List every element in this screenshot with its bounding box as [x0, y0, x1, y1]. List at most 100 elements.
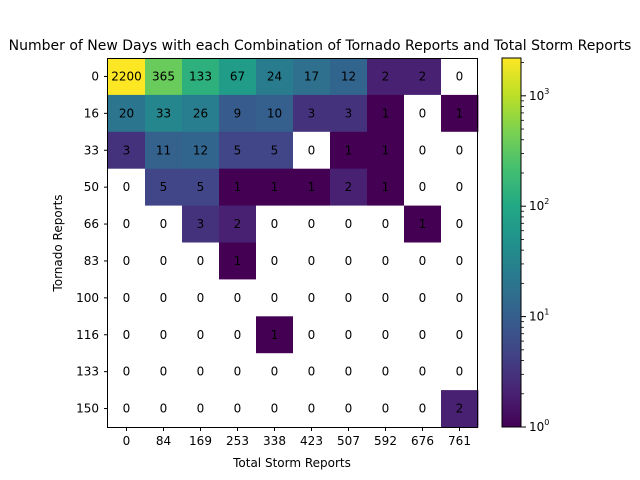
heatmap-cell: [330, 58, 368, 96]
heatmap-cell: [108, 205, 146, 243]
heatmap-cell: [108, 279, 146, 317]
cell-value-label: 5: [271, 143, 279, 157]
cell-value-label: 5: [234, 143, 242, 157]
cell-value-label: 0: [419, 328, 427, 342]
heatmap-cell: [145, 353, 183, 391]
cell-value-label: 2: [419, 69, 427, 83]
cell-value-label: 2200: [111, 69, 142, 83]
cell-value-label: 3: [308, 106, 316, 120]
heatmap-cell: [219, 94, 257, 133]
heatmap-cell: [293, 242, 331, 280]
heatmap-cell: [293, 353, 331, 391]
cell-value-label: 0: [345, 254, 353, 268]
cell-value-label: 0: [419, 143, 427, 157]
cell-value-label: 0: [308, 217, 316, 231]
heatmap-cell: [367, 94, 405, 133]
heatmap-cell: [367, 131, 405, 170]
cell-value-label: 1: [271, 328, 279, 342]
colorbar-tick-label: 100: [529, 418, 549, 434]
heatmap-cell: [145, 94, 183, 133]
cell-value-label: 0: [382, 328, 390, 342]
cell-value-label: 0: [419, 365, 427, 379]
cell-value-label: 1: [382, 180, 390, 194]
heatmap-cell: [330, 390, 368, 428]
cell-value-label: 0: [419, 402, 427, 416]
cell-value-label: 133: [189, 69, 212, 83]
heatmap-cell: [182, 353, 220, 391]
cell-value-label: 11: [156, 143, 171, 157]
y-axis-ticks: 0 16 33 50 66 83 100 116 133 150: [76, 69, 108, 416]
cell-value-label: 10: [267, 106, 282, 120]
cell-value-label: 0: [456, 365, 464, 379]
heatmap-cell: [404, 242, 442, 280]
cell-value-label: 0: [271, 402, 279, 416]
cell-value-label: 20: [119, 106, 134, 120]
heatmap-cell: [145, 316, 183, 354]
heatmap-cell: [404, 58, 442, 96]
cell-value-label: 0: [382, 217, 390, 231]
heatmap-cell: [367, 58, 405, 96]
x-tick-label: 676: [411, 434, 434, 448]
x-tick-label: 253: [226, 434, 249, 448]
cell-value-label: 0: [345, 402, 353, 416]
cell-value-label: 0: [308, 254, 316, 268]
heatmap-cell: [404, 316, 442, 354]
heatmap-cell: [108, 94, 146, 133]
cell-value-label: 12: [193, 143, 208, 157]
heatmap-cell: [441, 316, 479, 354]
cell-value-label: 0: [123, 254, 131, 268]
heatmap-cell: [256, 94, 294, 133]
cell-value-label: 3: [197, 217, 205, 231]
heatmap-cell: [256, 205, 294, 243]
heatmap-cell: [145, 58, 183, 96]
heatmap-cell: [219, 168, 257, 206]
heatmap-cell: [367, 279, 405, 317]
cell-value-label: 0: [456, 180, 464, 194]
heatmap-cell: [256, 168, 294, 206]
cell-value-label: 0: [160, 402, 168, 416]
heatmap-cell: [367, 390, 405, 428]
cell-value-label: 0: [382, 365, 390, 379]
cell-value-label: 0: [271, 217, 279, 231]
heatmap-cell: [182, 205, 220, 243]
heatmap-cell: [182, 279, 220, 317]
cell-value-label: 1: [456, 106, 464, 120]
cell-value-label: 2: [382, 69, 390, 83]
heatmap-cell: [145, 205, 183, 243]
cell-value-label: 0: [382, 402, 390, 416]
cell-value-label: 0: [160, 254, 168, 268]
cell-value-label: 0: [160, 291, 168, 305]
heatmap-cell: [219, 242, 257, 280]
cell-value-label: 1: [271, 180, 279, 194]
x-axis-label: Total Storm Reports: [232, 456, 351, 470]
y-tick-label: 116: [76, 328, 99, 342]
heatmap-cell: [219, 205, 257, 243]
cell-value-label: 0: [197, 328, 205, 342]
heatmap-cell: [108, 131, 146, 170]
x-tick-label: 338: [263, 434, 286, 448]
heatmap-cell: [441, 94, 479, 133]
heatmap-cell: [293, 205, 331, 243]
cell-value-label: 0: [197, 402, 205, 416]
cell-value-label: 1: [419, 217, 427, 231]
heatmap-cell: [145, 390, 183, 428]
cell-value-label: 0: [160, 328, 168, 342]
heatmap-cell: [256, 242, 294, 280]
x-tick-label: 507: [337, 434, 360, 448]
heatmap-cell: [441, 131, 479, 170]
heatmap-cell: [182, 58, 220, 96]
heatmap-cell: [256, 131, 294, 170]
heatmap-cell: [441, 205, 479, 243]
heatmap-cell: [293, 168, 331, 206]
heatmap-cell: [293, 316, 331, 354]
heatmap-cell: [219, 316, 257, 354]
y-tick-label: 83: [84, 254, 99, 268]
cell-value-label: 0: [419, 106, 427, 120]
cell-value-label: 0: [271, 365, 279, 379]
heatmap-cell: [441, 168, 479, 206]
cell-value-label: 0: [456, 69, 464, 83]
x-tick-label: 423: [300, 434, 323, 448]
heatmap-cell: [108, 168, 146, 206]
cell-value-label: 0: [234, 402, 242, 416]
